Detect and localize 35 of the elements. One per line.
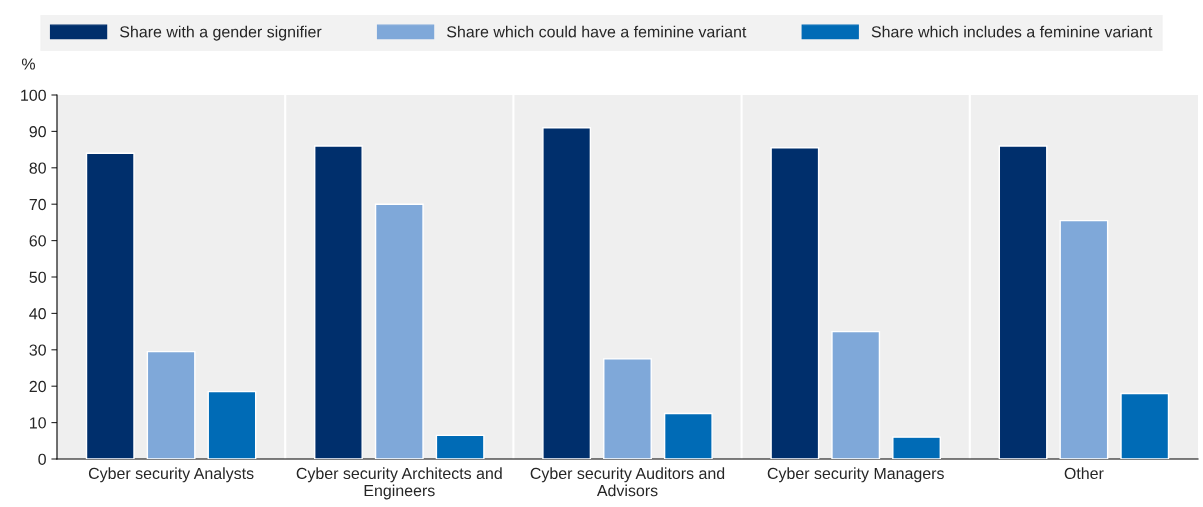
y-axis-title: % — [21, 58, 36, 70]
y-tick-label: 60 — [29, 235, 46, 247]
bar — [1120, 392, 1170, 459]
bar — [663, 412, 713, 459]
legend-label: Share which includes a feminine variant — [871, 25, 1153, 38]
x-tick-label: Cyber security Architects and Engineers — [296, 467, 502, 500]
bar — [374, 203, 424, 459]
legend-label: Share with a gender signifier — [120, 25, 322, 41]
bar — [603, 358, 652, 459]
y-tick-label: 0 — [38, 453, 46, 465]
x-tick-label: Cyber security Auditors and Advisors — [530, 467, 725, 497]
bar — [207, 390, 257, 459]
y-tick-label: 40 — [29, 308, 46, 320]
bar — [1059, 219, 1109, 459]
x-tick-label: Other — [1064, 467, 1104, 480]
y-tick-label: 100 — [21, 89, 46, 101]
y-tick-label: 90 — [29, 126, 46, 138]
legend-label: Share which could have a feminine variant — [447, 25, 747, 38]
bar — [770, 147, 820, 459]
y-tick-label: 50 — [29, 271, 46, 283]
x-tick-label: Cyber security Managers — [767, 467, 944, 483]
bar — [146, 350, 196, 459]
bar — [998, 145, 1048, 459]
y-tick-label: 80 — [29, 162, 46, 174]
bar — [314, 145, 363, 459]
y-tick-label: 70 — [29, 198, 46, 211]
bar — [542, 127, 592, 459]
y-tick-label: 20 — [29, 380, 46, 393]
bar — [85, 152, 135, 459]
y-tick-label: 10 — [30, 417, 46, 429]
bar — [435, 434, 485, 459]
bar — [831, 330, 881, 459]
x-tick-label: Cyber security Analysts — [88, 467, 254, 483]
y-tick-label: 30 — [29, 344, 46, 356]
bar — [892, 436, 941, 459]
